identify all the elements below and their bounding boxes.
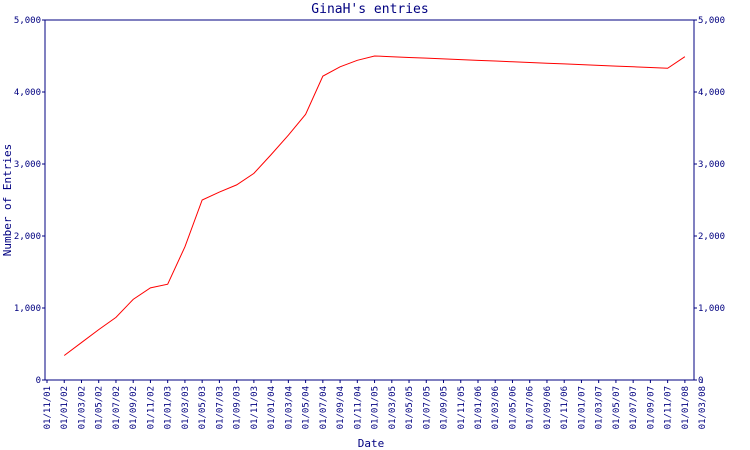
y2-tick-label: 5,000 xyxy=(698,16,725,26)
x-tick-label: 01/07/05 xyxy=(422,386,432,429)
x-tick-label: 01/01/06 xyxy=(474,386,484,429)
x-tick-label: 01/11/06 xyxy=(560,386,570,429)
data-line xyxy=(63,55,686,356)
x-tick-label: 01/03/03 xyxy=(181,386,191,429)
x-tick-label: 01/05/03 xyxy=(198,386,208,429)
y2-tick-label: 1,000 xyxy=(698,304,725,314)
y-tick-label: 1,000 xyxy=(14,304,41,314)
chart-title: GinaH's entries xyxy=(311,2,428,17)
y-axis-label: Number of Entries xyxy=(1,144,14,257)
x-tick-label: 01/03/05 xyxy=(388,386,398,429)
x-tick-label: 01/07/03 xyxy=(215,386,225,429)
x-tick-label: 01/11/07 xyxy=(664,386,674,429)
x-tick-label: 01/01/02 xyxy=(60,386,70,429)
x-tick-label: 01/09/06 xyxy=(543,386,553,429)
y-tick-label: 4,000 xyxy=(14,88,41,98)
x-tick-label: 01/07/06 xyxy=(526,386,536,429)
x-axis-label: Date xyxy=(358,437,385,450)
x-tick-label: 01/11/04 xyxy=(353,386,363,429)
x-tick-label: 01/09/02 xyxy=(129,386,139,429)
x-tick-label: 01/05/05 xyxy=(405,386,415,429)
x-tick-label: 01/03/04 xyxy=(284,386,294,429)
x-tick-label: 01/03/02 xyxy=(77,386,87,429)
y2-tick-label: 0 xyxy=(698,376,703,386)
y2-tick-label: 4,000 xyxy=(698,88,725,98)
x-tick-label: 01/09/03 xyxy=(233,386,243,429)
x-tick-label: 01/05/06 xyxy=(508,386,518,429)
x-tick-label: 01/05/02 xyxy=(95,386,105,429)
x-tick-label: 01/07/02 xyxy=(112,386,122,429)
x-tick-label: 01/01/08 xyxy=(681,386,691,429)
x-tick-label: 01/09/05 xyxy=(440,386,450,429)
x-tick-label: 01/07/07 xyxy=(629,386,639,429)
y2-tick-label: 3,000 xyxy=(698,160,725,170)
x-tick-label: 01/09/07 xyxy=(646,386,656,429)
plot-frame xyxy=(44,19,695,381)
x-tick-label: 01/11/02 xyxy=(146,386,156,429)
y-tick-label: 0 xyxy=(36,376,41,386)
x-tick-label: 01/07/04 xyxy=(319,386,329,429)
x-tick-label: 01/05/04 xyxy=(302,386,312,429)
y-tick-label: 3,000 xyxy=(14,160,41,170)
x-tick-label: 01/01/05 xyxy=(371,386,381,429)
x-tick-label: 01/01/04 xyxy=(267,386,277,429)
x-tick-label: 01/11/05 xyxy=(457,386,467,429)
x-tick-label: 01/09/04 xyxy=(336,386,346,429)
y-tick-label: 5,000 xyxy=(14,16,41,26)
x-tick-label: 01/03/06 xyxy=(491,386,501,429)
x-tick-label: 01/05/07 xyxy=(612,386,622,429)
x-tick-label: 01/11/01 xyxy=(43,386,53,429)
y2-tick-label: 2,000 xyxy=(698,232,725,242)
x-tick-label: 01/03/07 xyxy=(595,386,605,429)
y-tick-label: 2,000 xyxy=(14,232,41,242)
x-tick-label: 01/11/03 xyxy=(250,386,260,429)
x-tick-label: 01/01/07 xyxy=(577,386,587,429)
x-tick-label: 01/01/03 xyxy=(164,386,174,429)
x-tick-label: 01/03/08 xyxy=(698,386,708,429)
